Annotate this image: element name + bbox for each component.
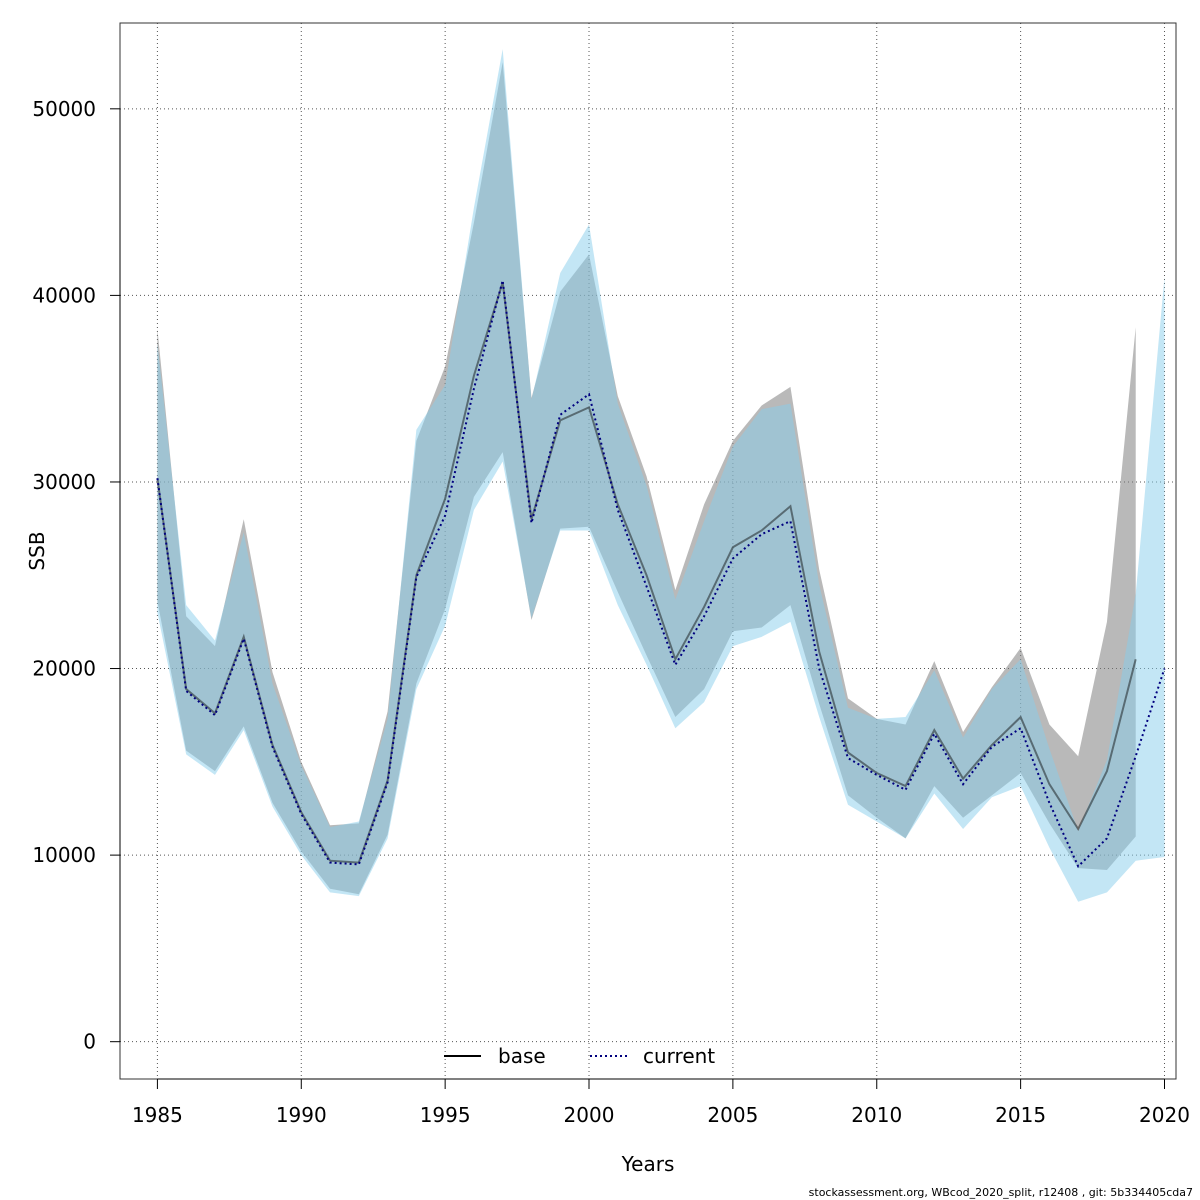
x-tick-label: 2000: [564, 1103, 615, 1127]
y-tick-label: 10000: [32, 843, 96, 867]
y-tick-label: 50000: [32, 97, 96, 121]
y-tick-label: 40000: [32, 283, 96, 307]
y-tick-label: 20000: [32, 657, 96, 681]
x-tick-label: 2020: [1139, 1103, 1190, 1127]
x-tick-label: 1985: [132, 1103, 183, 1127]
series-lines: [156, 280, 1166, 869]
current-confidence-band: [157, 49, 1165, 902]
x-tick-label: 2010: [851, 1103, 902, 1127]
x-axis-title: Years: [621, 1152, 675, 1176]
footer-note: stockassessment.org, WBcod_2020_split, r…: [809, 1186, 1193, 1199]
y-axis-title: SSB: [25, 531, 49, 570]
confidence-bands: [157, 49, 1165, 902]
x-tick-label: 1990: [276, 1103, 327, 1127]
x-tick-label: 2015: [995, 1103, 1046, 1127]
current-line: [156, 280, 1166, 869]
legend-current-label: current: [643, 1044, 715, 1068]
axes: 1985 1990 1995 2000 2005 2010 2015 2020 0 10000 20…: [32, 97, 1190, 1127]
legend-base-label: base: [498, 1044, 546, 1068]
legend: base current: [444, 1044, 715, 1068]
y-tick-label: 0: [83, 1030, 96, 1054]
y-tick-label: 30000: [32, 470, 96, 494]
x-tick-label: 2005: [707, 1103, 758, 1127]
x-tick-label: 1995: [420, 1103, 471, 1127]
